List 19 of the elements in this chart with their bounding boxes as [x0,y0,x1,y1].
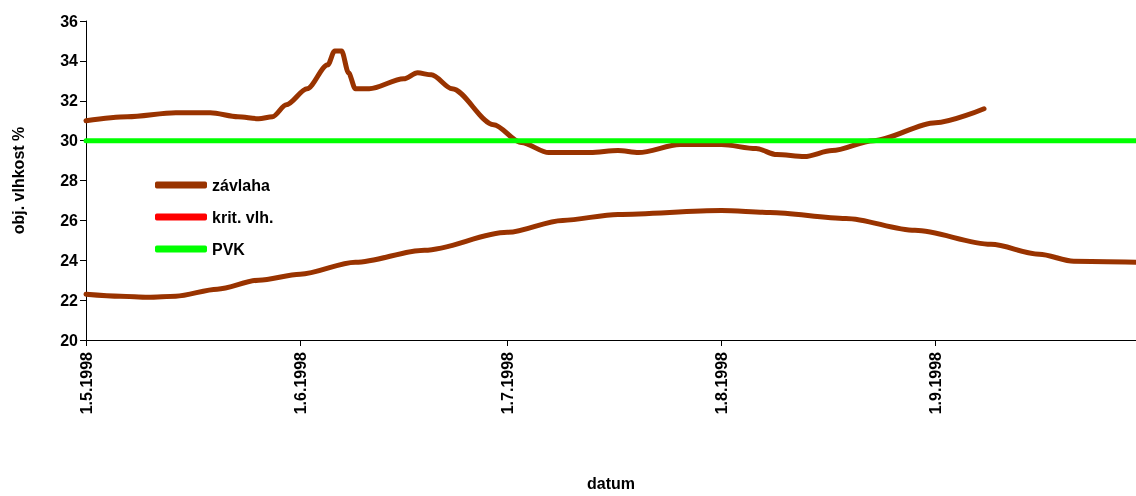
y-tick-label: 32 [60,92,79,110]
y-tick-label: 26 [60,211,79,229]
x-axis-title: datum [587,474,635,492]
y-tick-label: 20 [60,331,79,349]
y-tick-label: 34 [60,52,79,70]
x-tick-label: 1.6.1998 [291,351,309,415]
legend-label: závlaha [212,176,270,194]
x-tick-label: 1.5.1998 [77,351,95,415]
y-tick-label: 30 [60,132,79,150]
y-axis-title: obj. vlhkost % [9,126,27,235]
x-tick-label: 1.9.1998 [927,351,945,415]
legend-label: krit. vlh. [212,208,274,226]
y-tick-label: 28 [60,172,79,189]
y-tick-label: 24 [60,251,79,269]
x-tick-label: 1.7.1998 [498,351,516,415]
y-tick-label: 22 [60,291,79,309]
y-tick-label: 36 [60,12,79,30]
x-tick-label: 1.8.1998 [713,351,731,415]
legend-label: PVK [212,240,246,258]
